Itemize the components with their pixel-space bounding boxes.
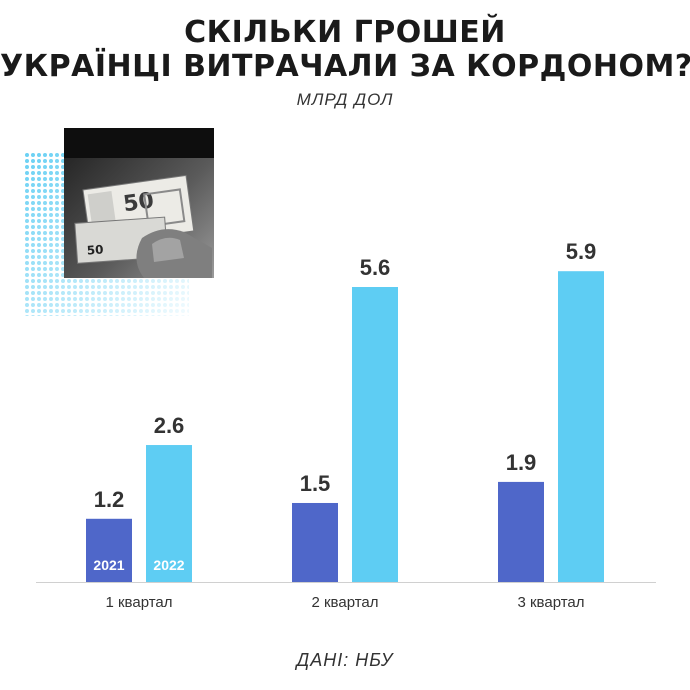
category-label-2: 2 квартал — [311, 594, 378, 611]
category-label-1: 1 квартал — [105, 594, 172, 611]
value-label-2021-1: 1.2 — [94, 487, 125, 512]
value-label-2021-2: 1.5 — [300, 471, 331, 496]
value-label-2022-1: 2.6 — [154, 413, 185, 438]
bar-2021-3 — [498, 481, 544, 582]
source-label: ДАНІ: НБУ — [296, 650, 394, 670]
legend-label-2022: 2022 — [153, 557, 184, 573]
money-photo: 50 50 — [24, 128, 214, 316]
unit-label: МЛРД ДОЛ — [296, 90, 394, 109]
bar-2021-1 — [86, 518, 132, 582]
value-label-2022-3: 5.9 — [566, 239, 597, 264]
legend-label-2021: 2021 — [93, 557, 124, 573]
bar-2022-3 — [558, 271, 604, 582]
chart-title-line-1: СКІЛЬКИ ГРОШЕЙ — [184, 15, 506, 50]
banknote-small-value: 50 — [86, 242, 104, 257]
chart-title: СКІЛЬКИ ГРОШЕЙ УКРАЇНЦІ ВИТРАЧАЛИ ЗА КОР… — [0, 16, 690, 84]
bar-2022-1 — [146, 445, 192, 582]
bar-2022-2 — [352, 287, 398, 582]
chart-title-line-2: УКРАЇНЦІ ВИТРАЧАЛИ ЗА КОРДОНОМ? — [0, 49, 690, 84]
value-label-2022-2: 5.6 — [360, 255, 391, 280]
category-label-3: 3 квартал — [517, 594, 584, 611]
bar-2021-2 — [292, 502, 338, 582]
value-label-2021-3: 1.9 — [506, 450, 537, 475]
